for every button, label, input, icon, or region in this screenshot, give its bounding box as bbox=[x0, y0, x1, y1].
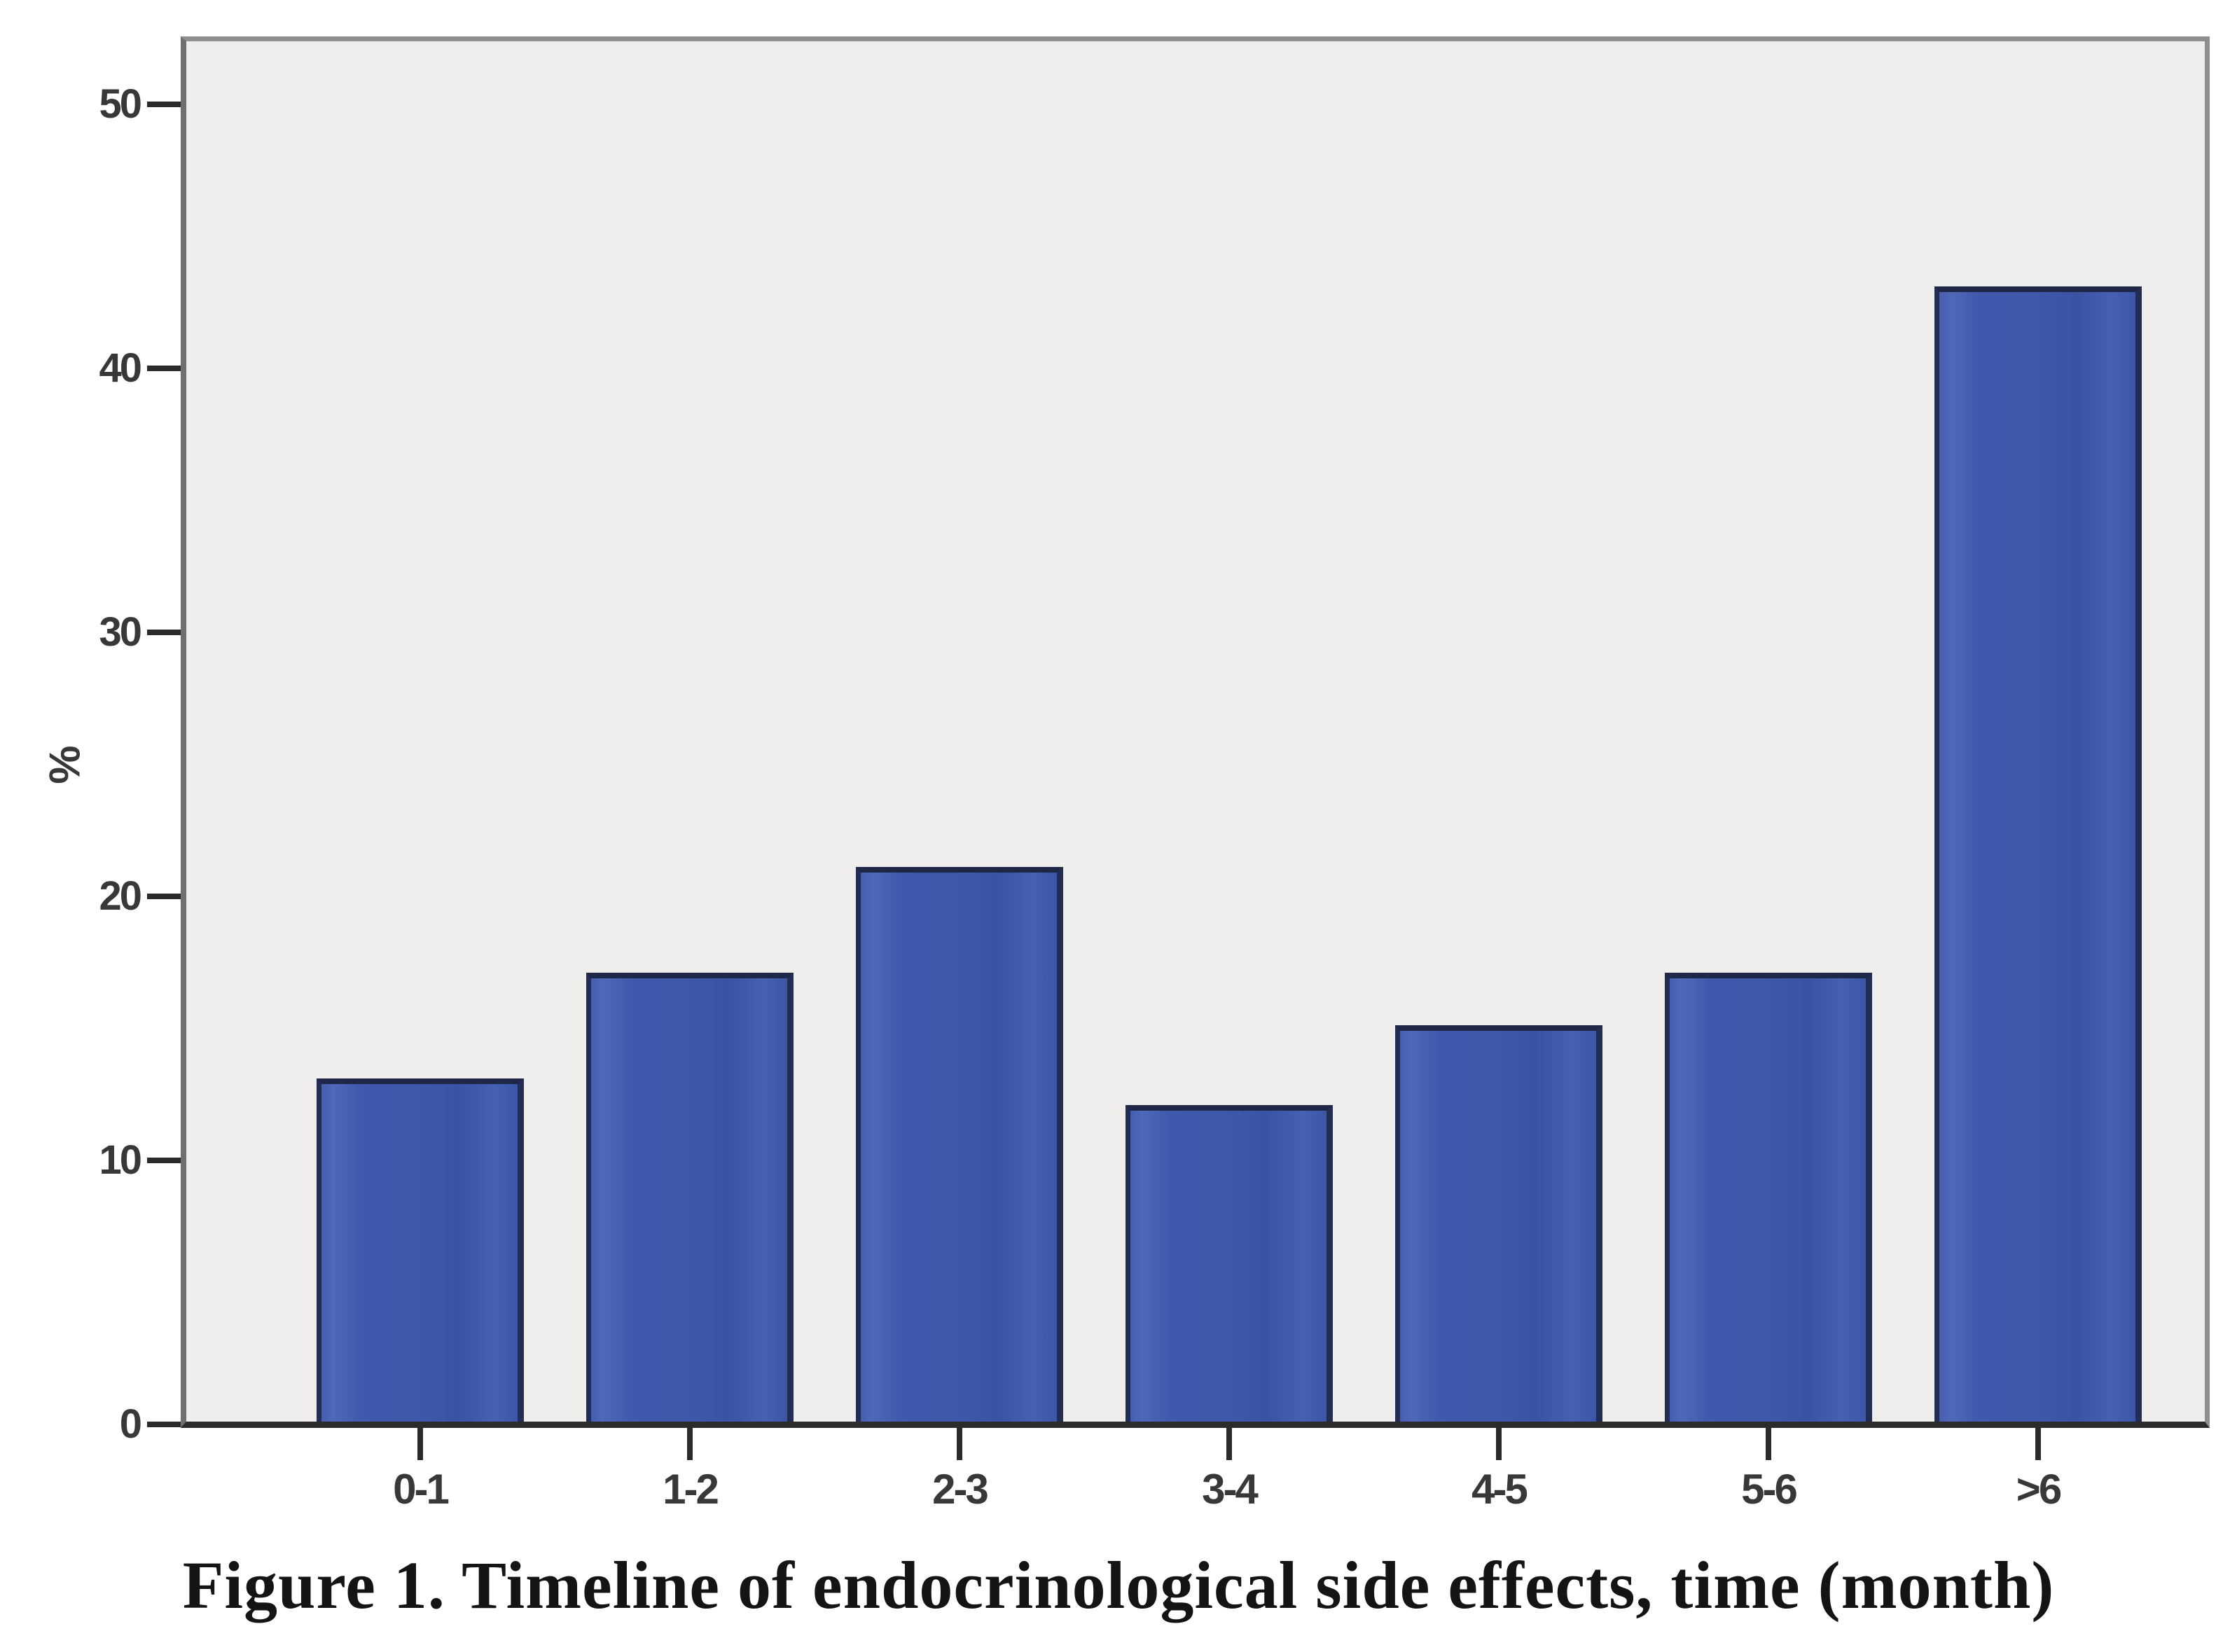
x-tick-label: 2-3 bbox=[932, 1466, 989, 1513]
y-tick-label: 10 bbox=[99, 1137, 142, 1183]
x-tick-label: 3-4 bbox=[1202, 1466, 1259, 1513]
y-tick-label: 30 bbox=[99, 609, 142, 655]
y-tick-label: 40 bbox=[99, 345, 142, 391]
bar-5-6 bbox=[1665, 973, 1872, 1422]
x-tick-mark bbox=[417, 1428, 423, 1460]
y-tick-mark bbox=[147, 894, 181, 899]
x-tick-label: >6 bbox=[2016, 1466, 2062, 1513]
x-tick-mark bbox=[1226, 1428, 1232, 1460]
x-tick-label: 1-2 bbox=[663, 1466, 719, 1513]
x-tick-mark bbox=[957, 1428, 962, 1460]
bar-3-4 bbox=[1126, 1105, 1333, 1422]
bar-2-3 bbox=[856, 867, 1063, 1422]
bar->6 bbox=[1934, 286, 2142, 1422]
x-tick-mark bbox=[1496, 1428, 1502, 1460]
y-tick-label: 20 bbox=[99, 873, 142, 919]
y-tick-mark bbox=[147, 102, 181, 107]
plot-area bbox=[181, 36, 2210, 1428]
y-tick-mark bbox=[147, 1422, 181, 1427]
bar-4-5 bbox=[1395, 1025, 1602, 1422]
y-tick-label: 50 bbox=[99, 81, 142, 127]
y-tick-label: 0 bbox=[119, 1401, 142, 1447]
bar-1-2 bbox=[586, 973, 794, 1422]
x-tick-mark bbox=[1766, 1428, 1771, 1460]
bars-layer bbox=[186, 41, 2205, 1422]
figure-caption: Figure 1. Timeline of endocrinological s… bbox=[182, 1548, 2055, 1623]
x-tick-label: 4-5 bbox=[1471, 1466, 1528, 1513]
x-tick-mark bbox=[2035, 1428, 2041, 1460]
bar-0-1 bbox=[317, 1078, 524, 1422]
x-tick-label: 5-6 bbox=[1741, 1466, 1798, 1513]
y-tick-mark bbox=[147, 366, 181, 371]
x-tick-mark bbox=[687, 1428, 693, 1460]
y-axis-title: % bbox=[41, 745, 90, 784]
y-tick-mark bbox=[147, 1158, 181, 1163]
x-tick-label: 0-1 bbox=[393, 1466, 450, 1513]
y-tick-mark bbox=[147, 630, 181, 635]
